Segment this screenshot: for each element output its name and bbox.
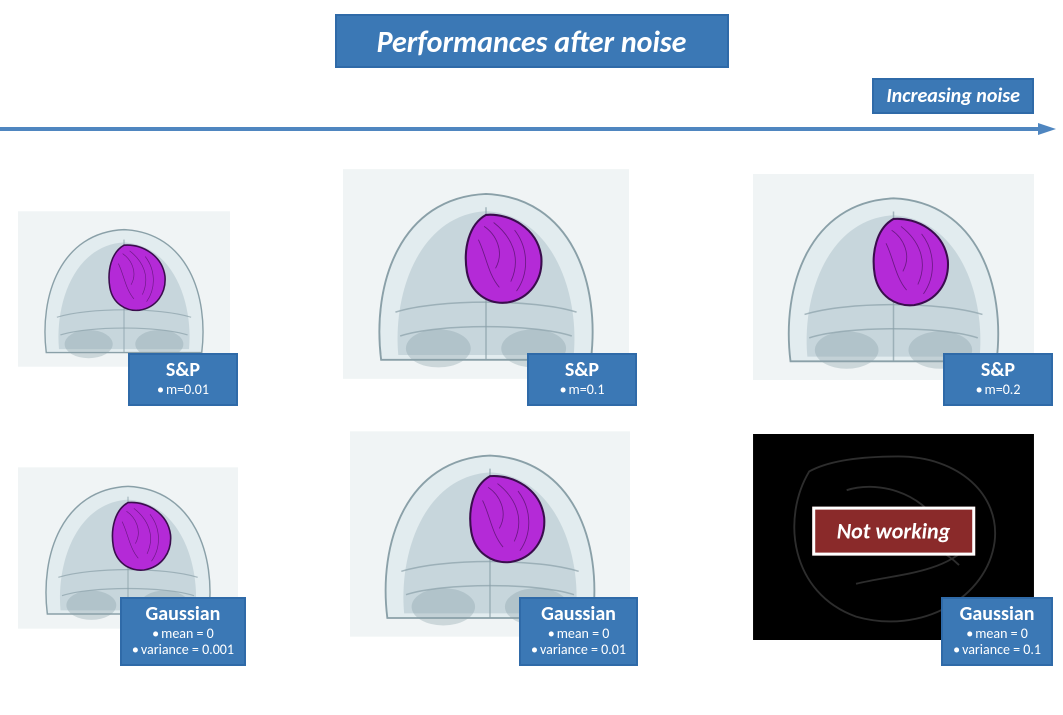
result-grid: S&Pm=0.01 S&Pm=0.1 S&Pm=0.2 Gaussianmean… <box>18 168 1045 640</box>
result-caption: Gaussianmean = 0variance = 0.001 <box>120 597 246 666</box>
caption-title: Gaussian <box>132 603 234 626</box>
result-caption: Gaussianmean = 0variance = 0.01 <box>519 597 638 666</box>
caption-title: S&P <box>140 359 226 382</box>
result-cell: S&Pm=0.1 <box>343 168 629 380</box>
result-image: S&Pm=0.2 <box>742 174 1045 380</box>
caption-param: variance = 0.01 <box>531 642 626 658</box>
result-image: Gaussianmean = 0variance = 0.001 <box>18 456 238 640</box>
slide-title: Performances after noise <box>335 14 729 68</box>
skull-scan-icon <box>343 168 629 380</box>
result-image: S&Pm=0.1 <box>343 168 629 380</box>
axis-label: Increasing noise <box>872 78 1034 114</box>
result-caption: S&Pm=0.2 <box>943 353 1053 406</box>
result-image: Gaussianmean = 0variance = 0.01 <box>350 428 630 640</box>
caption-title: Gaussian <box>531 603 626 626</box>
caption-title: Gaussian <box>953 603 1041 626</box>
skull-scan-icon <box>742 174 1045 380</box>
result-cell: S&Pm=0.01 <box>18 198 230 380</box>
caption-param: mean = 0 <box>132 626 234 642</box>
result-image: S&Pm=0.01 <box>18 198 230 380</box>
result-row: S&Pm=0.01 S&Pm=0.1 S&Pm=0.2 <box>18 168 1045 380</box>
result-caption: S&Pm=0.01 <box>128 353 238 406</box>
caption-param: m=0.2 <box>955 382 1041 398</box>
caption-param: m=0.1 <box>539 382 625 398</box>
result-cell: S&Pm=0.2 <box>742 174 1045 380</box>
noise-axis: Increasing noise <box>0 112 1056 138</box>
caption-param: m=0.01 <box>140 382 226 398</box>
caption-param: variance = 0.1 <box>953 642 1041 658</box>
result-cell: Gaussianmean = 0variance = 0.01 <box>350 428 630 640</box>
failure-badge: Not working <box>812 507 976 556</box>
result-cell: Gaussianmean = 0variance = 0.001 <box>18 456 238 640</box>
caption-title: S&P <box>539 359 625 382</box>
result-image: Not workingGaussianmean = 0variance = 0.… <box>742 434 1045 640</box>
caption-param: variance = 0.001 <box>132 642 234 658</box>
caption-title: S&P <box>955 359 1041 382</box>
result-caption: S&Pm=0.1 <box>527 353 637 406</box>
result-row: Gaussianmean = 0variance = 0.001 Gaussia… <box>18 428 1045 640</box>
caption-param: mean = 0 <box>531 626 626 642</box>
result-cell: Not workingGaussianmean = 0variance = 0.… <box>742 434 1045 640</box>
caption-param: mean = 0 <box>953 626 1041 642</box>
result-caption: Gaussianmean = 0variance = 0.1 <box>941 597 1053 666</box>
arrow-icon <box>0 123 1056 141</box>
